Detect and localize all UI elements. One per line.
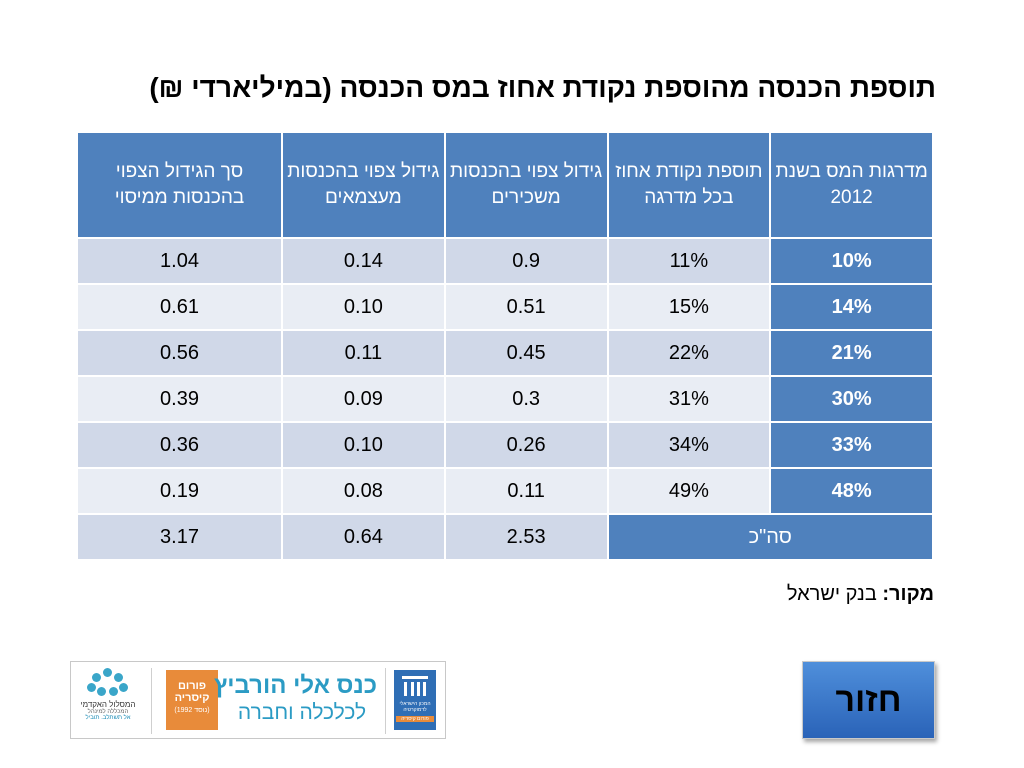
employees-growth-cell: 0.45	[445, 331, 607, 375]
added-point-cell: 22%	[608, 331, 770, 375]
total-growth-cell: 0.19	[78, 469, 281, 513]
added-point-cell: 49%	[608, 469, 770, 513]
self-employed-growth-cell: 0.09	[283, 377, 444, 421]
table-row: 48% 49% 0.11 0.08 0.19	[78, 469, 932, 513]
conference-name: כנס אלי הורביץ לכלכלה וחברה	[214, 672, 377, 726]
header-tax-brackets: מדרגות המס בשנת 2012	[771, 133, 932, 237]
total-growth-cell: 0.36	[78, 423, 281, 467]
added-point-cell: 11%	[608, 239, 770, 283]
academic-college-logo: המסלול האקדמי המכללה למינהל אל תשתלב. תו…	[77, 668, 139, 734]
institute-text: המכון הישראלי לדמוקרטיה	[399, 701, 431, 713]
institute-tag: פורום קיסריה	[396, 716, 434, 722]
academic-logo-sub: המכללה למינהל	[87, 709, 129, 715]
tax-revenue-table: מדרגות המס בשנת 2012 תוספת נקודת אחוז בכ…	[76, 131, 934, 561]
employees-growth-cell: 0.9	[445, 239, 607, 283]
total-employees-cell: 2.53	[445, 515, 607, 559]
page-title: תוספת הכנסה מהוספת נקודת אחוז במס הכנסה …	[149, 72, 936, 103]
source-note: מקור: בנק ישראל	[787, 583, 934, 606]
democracy-institute-logo: המכון הישראלי לדמוקרטיה פורום קיסריה	[394, 670, 436, 730]
header-added-point: תוספת נקודת אחוז בכל מדרגה	[608, 133, 770, 237]
conference-line1: כנס אלי הורביץ	[214, 672, 377, 699]
self-employed-growth-cell: 0.14	[283, 239, 444, 283]
employees-growth-cell: 0.11	[445, 469, 607, 513]
banner-divider	[385, 668, 386, 734]
table-row: 14% 15% 0.51 0.10 0.61	[78, 285, 932, 329]
added-point-cell: 34%	[608, 423, 770, 467]
table-row: 30% 31% 0.3 0.09 0.39	[78, 377, 932, 421]
conference-line2: לכלכלה וחברה	[237, 701, 367, 724]
tax-bracket-cell: 10%	[771, 239, 932, 283]
self-employed-growth-cell: 0.11	[283, 331, 444, 375]
tax-bracket-cell: 48%	[771, 469, 932, 513]
tax-bracket-cell: 30%	[771, 377, 932, 421]
self-employed-growth-cell: 0.08	[283, 469, 444, 513]
added-point-cell: 15%	[608, 285, 770, 329]
source-label: מקור:	[882, 583, 934, 605]
table-header-row: מדרגות המס בשנת 2012 תוספת נקודת אחוז בכ…	[78, 133, 932, 237]
total-label: סה"כ	[608, 515, 932, 559]
total-growth-cell: 1.04	[78, 239, 281, 283]
dots-icon	[85, 668, 131, 698]
table-row: 10% 11% 0.9 0.14 1.04	[78, 239, 932, 283]
forum-line2: קיסריה	[174, 692, 210, 704]
employees-growth-cell: 0.3	[445, 377, 607, 421]
header-total-growth: סך הגידול הצפוי בהכנסות ממיסוי	[78, 133, 281, 237]
sponsors-banner: המסלול האקדמי המכללה למינהל אל תשתלב. תו…	[70, 661, 446, 739]
total-growth-cell: 0.56	[78, 331, 281, 375]
header-employees-growth: גידול צפוי בהכנסות משכירים	[445, 133, 607, 237]
source-text: בנק ישראל	[786, 583, 877, 605]
forum-line1: פורום	[177, 680, 207, 692]
banner-divider	[151, 668, 152, 734]
tax-bracket-cell: 33%	[771, 423, 932, 467]
self-employed-growth-cell: 0.10	[283, 423, 444, 467]
total-row: סה"כ 2.53 0.64 3.17	[78, 515, 932, 559]
total-self-employed-cell: 0.64	[283, 515, 444, 559]
table-row: 21% 22% 0.45 0.11 0.56	[78, 331, 932, 375]
academic-logo-title: המסלול האקדמי	[80, 700, 136, 709]
forum-line3: (נוסד 1992)	[174, 707, 210, 714]
tax-bracket-cell: 21%	[771, 331, 932, 375]
total-growth-cell: 0.39	[78, 377, 281, 421]
tax-bracket-cell: 14%	[771, 285, 932, 329]
back-button[interactable]: חזור	[802, 661, 935, 739]
pillars-icon	[402, 676, 428, 699]
table-row: 33% 34% 0.26 0.10 0.36	[78, 423, 932, 467]
employees-growth-cell: 0.26	[445, 423, 607, 467]
caesarea-forum-logo: פורום קיסריה (נוסד 1992)	[166, 670, 218, 730]
total-growth-sum-cell: 3.17	[78, 515, 281, 559]
total-growth-cell: 0.61	[78, 285, 281, 329]
employees-growth-cell: 0.51	[445, 285, 607, 329]
header-self-employed-growth: גידול צפוי בהכנסות מעצמאים	[283, 133, 444, 237]
self-employed-growth-cell: 0.10	[283, 285, 444, 329]
added-point-cell: 31%	[608, 377, 770, 421]
academic-logo-tag: אל תשתלב. תוביל	[85, 715, 131, 721]
